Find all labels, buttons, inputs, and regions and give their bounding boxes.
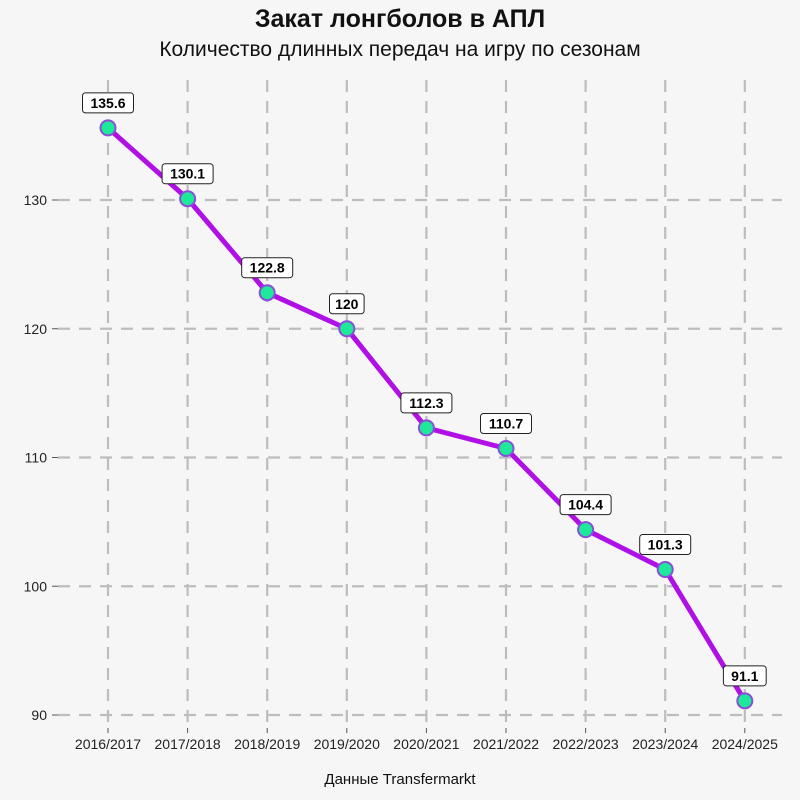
x-tick-label: 2019/2020 — [314, 736, 380, 752]
chart-title: Закат лонгболов в АПЛ — [254, 5, 546, 33]
data-point — [577, 521, 595, 539]
y-tick-label: 120 — [24, 321, 48, 337]
data-label: 112.3 — [409, 395, 443, 411]
x-axis-ticks: 2016/2017 2017/2018 2018/2019 2019/2020 2020… — [75, 728, 778, 752]
x-tick-label: 2017/2018 — [155, 736, 221, 752]
x-tick-label: 2021/2022 — [473, 736, 539, 752]
data-point — [258, 284, 276, 302]
data-label-box — [241, 257, 294, 279]
x-tick-label: 2022/2023 — [553, 736, 619, 752]
data-label: 135.6 — [90, 95, 125, 111]
x-tick-label: 2018/2019 — [234, 736, 300, 752]
y-tick-label: 90 — [31, 707, 47, 723]
data-label: 110.7 — [489, 415, 523, 431]
data-label: 101.3 — [648, 537, 683, 553]
y-axis-ticks: 90 100 110 120 130 — [24, 192, 58, 723]
x-tick-label: 2023/2024 — [632, 736, 698, 752]
source-caption: Данные Transfermarkt — [324, 771, 476, 788]
data-series — [99, 119, 754, 710]
x-tick-label: 2016/2017 — [75, 736, 141, 752]
data-label-box — [161, 163, 214, 185]
data-label-box — [329, 293, 365, 315]
data-label: 122.8 — [250, 260, 285, 276]
data-label: 91.1 — [731, 668, 758, 684]
data-point — [656, 561, 674, 579]
data-label: 130.1 — [170, 166, 205, 182]
data-label: 120 — [335, 296, 359, 312]
data-label: 104.4 — [568, 497, 603, 513]
grid-lines — [58, 80, 782, 728]
x-tick-label: 2020/2021 — [393, 736, 459, 752]
chart-subtitle: Количество длинных передач на игру по се… — [159, 38, 641, 61]
data-label-box — [559, 494, 612, 516]
data-point — [417, 419, 435, 437]
data-label-box — [82, 92, 134, 114]
data-label-box — [639, 534, 692, 556]
data-point — [497, 439, 515, 457]
data-label-box — [722, 665, 767, 687]
y-tick-label: 110 — [25, 450, 48, 466]
data-label-box — [480, 412, 532, 434]
data-point — [338, 320, 356, 338]
data-label-box — [400, 392, 453, 414]
data-point — [99, 119, 117, 137]
y-tick-label: 100 — [24, 578, 48, 594]
data-point — [736, 692, 754, 710]
y-tick-label: 130 — [24, 192, 48, 208]
data-point — [179, 190, 197, 208]
data-labels: 135.6 130.1 122.8 120 112.3 110.7 104.4 101.3 91… — [82, 92, 767, 687]
x-tick-label: 2024/2025 — [712, 736, 778, 752]
